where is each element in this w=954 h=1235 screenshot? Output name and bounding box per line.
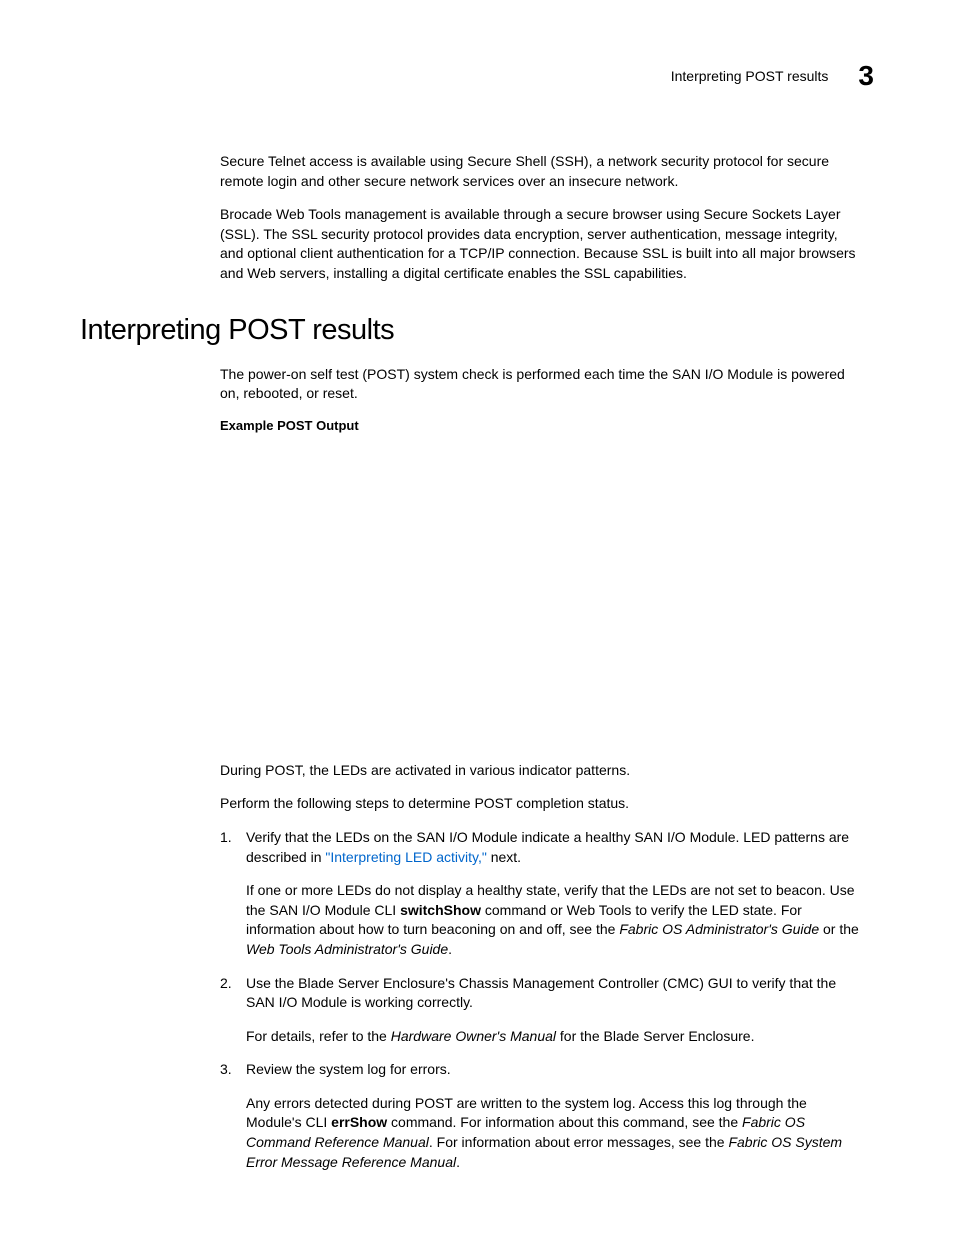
step-body: Review the system log for errors. Any er… <box>246 1060 859 1172</box>
step-marker: 2. <box>220 974 246 1047</box>
during-post-para: During POST, the LEDs are activated in v… <box>220 761 859 781</box>
step-2: 2. Use the Blade Server Enclosure's Chas… <box>220 974 859 1047</box>
step-body: Use the Blade Server Enclosure's Chassis… <box>246 974 859 1047</box>
hardware-owners-manual: Hardware Owner's Manual <box>391 1028 556 1044</box>
perform-steps-para: Perform the following steps to determine… <box>220 794 859 814</box>
intro-para-2: Brocade Web Tools management is availabl… <box>220 205 859 283</box>
step-body: Verify that the LEDs on the SAN I/O Modu… <box>246 828 859 960</box>
errshow-command: errShow <box>331 1114 387 1130</box>
section-intro: The power-on self test (POST) system che… <box>220 365 859 404</box>
post-output-placeholder <box>220 441 859 761</box>
step-2-para-1: Use the Blade Server Enclosure's Chassis… <box>246 974 859 1013</box>
text: for the Blade Server Enclosure. <box>556 1028 754 1044</box>
intro-content: Secure Telnet access is available using … <box>80 152 874 284</box>
section-heading: Interpreting POST results <box>80 314 874 347</box>
chapter-number: 3 <box>858 60 874 92</box>
page-header: Interpreting POST results 3 <box>80 60 874 92</box>
intro-para-1: Secure Telnet access is available using … <box>220 152 859 191</box>
step-marker: 1. <box>220 828 246 960</box>
step-1-para-1: Verify that the LEDs on the SAN I/O Modu… <box>246 828 859 867</box>
step-3: 3. Review the system log for errors. Any… <box>220 1060 859 1172</box>
step-3-para-2: Any errors detected during POST are writ… <box>246 1094 859 1172</box>
fabric-os-admin-guide: Fabric OS Administrator's Guide <box>619 921 819 937</box>
text: or the <box>819 921 859 937</box>
step-1: 1. Verify that the LEDs on the SAN I/O M… <box>220 828 859 960</box>
text: For details, refer to the <box>246 1028 391 1044</box>
text: . For information about error messages, … <box>429 1134 729 1150</box>
text: command. For information about this comm… <box>387 1114 742 1130</box>
web-tools-admin-guide: Web Tools Administrator's Guide <box>246 941 448 957</box>
example-output-label: Example POST Output <box>220 418 859 433</box>
step-1-para-2: If one or more LEDs do not display a hea… <box>246 881 859 959</box>
text: . <box>448 941 452 957</box>
header-section-label: Interpreting POST results <box>671 68 829 84</box>
text: next. <box>487 849 521 865</box>
interpreting-led-activity-link[interactable]: "Interpreting LED activity," <box>325 849 486 865</box>
step-marker: 3. <box>220 1060 246 1172</box>
steps-list: 1. Verify that the LEDs on the SAN I/O M… <box>220 828 859 1172</box>
step-3-para-1: Review the system log for errors. <box>246 1060 859 1080</box>
text: . <box>456 1154 460 1170</box>
switchshow-command: switchShow <box>400 902 481 918</box>
step-2-para-2: For details, refer to the Hardware Owner… <box>246 1027 859 1047</box>
section-content: The power-on self test (POST) system che… <box>80 365 874 1173</box>
